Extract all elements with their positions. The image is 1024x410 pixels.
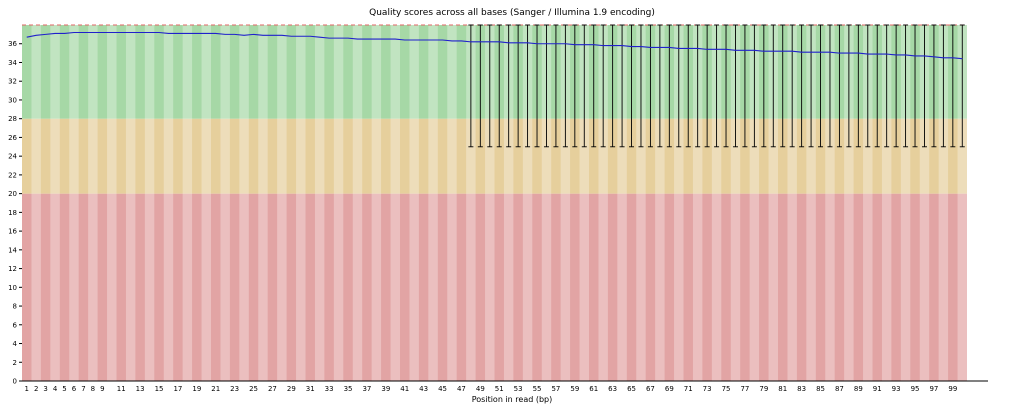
x-tick-label: 29	[287, 385, 296, 393]
x-tick-label: 53	[514, 385, 523, 393]
x-tick-label: 65	[627, 385, 636, 393]
x-tick-label: 85	[816, 385, 825, 393]
x-tick-label: 13	[136, 385, 145, 393]
y-tick-label: 8	[13, 303, 17, 311]
y-tick-label: 14	[8, 246, 17, 254]
x-tick-label: 2	[34, 385, 38, 393]
x-tick-label: 89	[854, 385, 863, 393]
x-tick-label: 5	[62, 385, 66, 393]
x-tick-label: 49	[476, 385, 485, 393]
x-tick-label: 51	[495, 385, 504, 393]
x-tick-label: 6	[72, 385, 77, 393]
x-tick-label: 39	[381, 385, 390, 393]
x-tick-label: 87	[835, 385, 844, 393]
y-tick-label: 26	[8, 134, 17, 142]
y-tick-label: 22	[8, 171, 17, 179]
x-tick-label: 17	[173, 385, 182, 393]
x-tick-label: 75	[722, 385, 731, 393]
x-tick-label: 77	[740, 385, 749, 393]
x-tick-label: 83	[797, 385, 806, 393]
x-axis-label: Position in read (bp)	[472, 395, 552, 404]
x-tick-label: 3	[43, 385, 47, 393]
y-tick-label: 12	[8, 265, 17, 273]
mean-quality-line	[26, 31, 963, 60]
y-tick-label: 28	[8, 115, 17, 123]
x-tick-label: 15	[155, 385, 164, 393]
x-tick-label: 27	[268, 385, 277, 393]
y-tick-label: 10	[8, 284, 17, 292]
x-tick-label: 31	[306, 385, 315, 393]
y-tick-label: 36	[8, 40, 17, 48]
x-tick-label: 57	[551, 385, 560, 393]
x-tick-label: 99	[948, 385, 957, 393]
x-tick-label: 45	[438, 385, 447, 393]
x-tick-label: 43	[419, 385, 428, 393]
x-tick-label: 35	[344, 385, 353, 393]
y-tick-label: 32	[8, 78, 17, 86]
y-tick-label: 0	[13, 378, 17, 386]
x-tick-label: 63	[608, 385, 617, 393]
y-tick-label: 34	[8, 59, 17, 67]
x-tick-label: 59	[570, 385, 579, 393]
x-tick-label: 19	[192, 385, 201, 393]
x-tick-label: 8	[91, 385, 95, 393]
y-tick-label: 2	[13, 359, 17, 367]
y-tick-label: 20	[8, 190, 17, 198]
x-tick-label: 93	[892, 385, 901, 393]
x-tick-label: 4	[53, 385, 58, 393]
y-tick-label: 16	[8, 228, 17, 236]
x-tick-label: 11	[117, 385, 126, 393]
x-tick-label: 47	[457, 385, 466, 393]
x-tick-label: 41	[400, 385, 409, 393]
x-tick-label: 9	[100, 385, 104, 393]
x-tick-label: 33	[325, 385, 334, 393]
x-tick-label: 23	[230, 385, 239, 393]
y-tick-label: 24	[8, 153, 17, 161]
x-tick-label: 37	[362, 385, 371, 393]
poor-quality-zone	[22, 193, 967, 381]
chart-title: Quality scores across all bases (Sanger …	[369, 8, 655, 18]
y-tick-label: 30	[8, 96, 17, 104]
x-tick-label: 61	[589, 385, 598, 393]
x-tick-label: 67	[646, 385, 655, 393]
y-tick-label: 4	[13, 340, 18, 348]
medium-quality-zone	[22, 118, 967, 194]
x-tick-label: 7	[81, 385, 85, 393]
x-tick-label: 73	[703, 385, 712, 393]
x-tick-label: 69	[665, 385, 674, 393]
y-tick-label: 6	[13, 321, 18, 329]
x-tick-label: 55	[533, 385, 542, 393]
x-tick-label: 91	[873, 385, 882, 393]
x-tick-label: 79	[759, 385, 768, 393]
x-tick-label: 81	[778, 385, 787, 393]
x-tick-label: 95	[911, 385, 920, 393]
x-tick-label: 97	[929, 385, 938, 393]
good-quality-zone	[22, 25, 967, 119]
x-tick-label: 1	[24, 385, 28, 393]
x-tick-label: 25	[249, 385, 258, 393]
x-tick-label: 21	[211, 385, 220, 393]
x-tick-label: 71	[684, 385, 693, 393]
y-tick-label: 18	[8, 209, 17, 217]
